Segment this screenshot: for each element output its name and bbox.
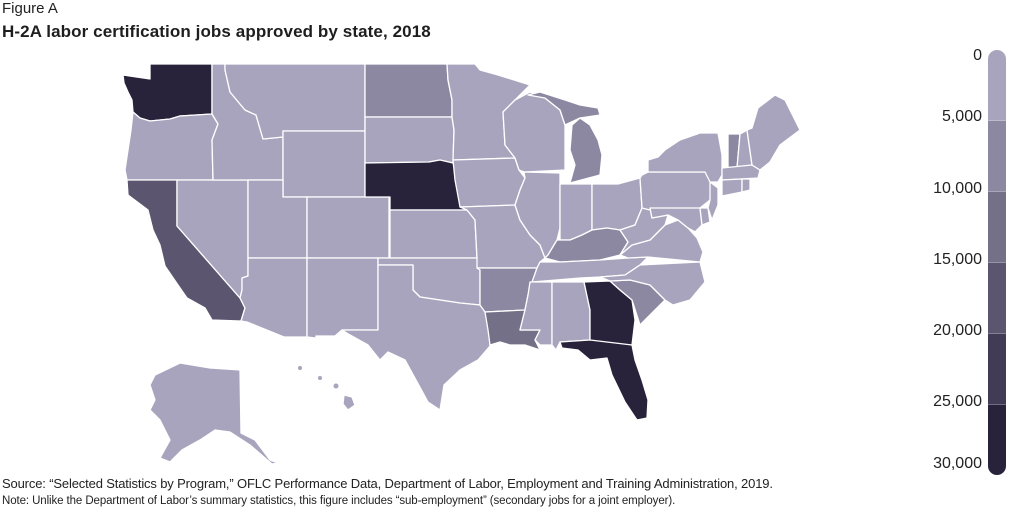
state-ma[interactable] (721, 164, 761, 181)
state-in[interactable] (559, 183, 593, 241)
state-wv[interactable] (619, 207, 669, 256)
state-nj[interactable] (707, 181, 719, 221)
state-de[interactable] (699, 207, 711, 226)
legend-tick: 30,000 (933, 455, 982, 472)
figure-label: Figure A (2, 0, 58, 17)
legend-swatch-0 (988, 50, 1006, 121)
state-pa[interactable] (639, 171, 713, 211)
legend-tick: 0 (973, 47, 982, 64)
legend-swatch-2 (988, 192, 1006, 263)
legend-tick: 20,000 (933, 322, 982, 339)
state-wa[interactable] (122, 63, 213, 122)
legend-tick: 25,000 (933, 393, 982, 410)
state-ny[interactable] (647, 132, 723, 183)
state-mi[interactable] (569, 117, 603, 184)
state-hi-islands (298, 366, 302, 370)
state-wi[interactable] (502, 91, 566, 173)
state-sd[interactable] (364, 116, 455, 164)
state-wy[interactable] (282, 130, 366, 198)
legend-tick: 15,000 (933, 251, 982, 268)
chart-title: H-2A labor certification jobs approved b… (2, 22, 431, 41)
legend-tick: 10,000 (933, 180, 982, 197)
state-mi-up[interactable] (527, 91, 601, 126)
legend-swatch-1 (988, 121, 1006, 192)
source-text: Source: “Selected Statistics by Program,… (2, 476, 773, 491)
state-tx[interactable] (341, 264, 491, 411)
state-ct[interactable] (721, 178, 743, 197)
legend-swatch-4 (988, 334, 1006, 405)
state-az[interactable] (239, 257, 308, 338)
state-hi[interactable] (342, 394, 356, 411)
state-or[interactable] (124, 111, 219, 181)
note-text: Note: Unlike the Department of Labor’s s… (2, 495, 676, 507)
color-scale-legend (988, 50, 1006, 475)
legend-swatch-5 (988, 405, 1006, 475)
state-nc[interactable] (599, 261, 706, 306)
state-co[interactable] (306, 196, 390, 259)
state-nd[interactable] (364, 63, 453, 118)
state-oh[interactable] (591, 177, 643, 231)
state-ri[interactable] (741, 178, 751, 193)
state-tn[interactable] (531, 256, 649, 283)
state-hi-islands (333, 383, 339, 389)
legend-swatch-3 (988, 263, 1006, 334)
state-nm[interactable] (306, 257, 379, 339)
state-ak[interactable] (149, 362, 279, 465)
state-me[interactable] (746, 94, 801, 171)
state-fl[interactable] (559, 339, 649, 421)
state-ia[interactable] (452, 157, 526, 208)
state-ks[interactable] (389, 209, 478, 259)
legend-tick: 5,000 (941, 108, 982, 125)
state-hi-islands (318, 376, 322, 380)
